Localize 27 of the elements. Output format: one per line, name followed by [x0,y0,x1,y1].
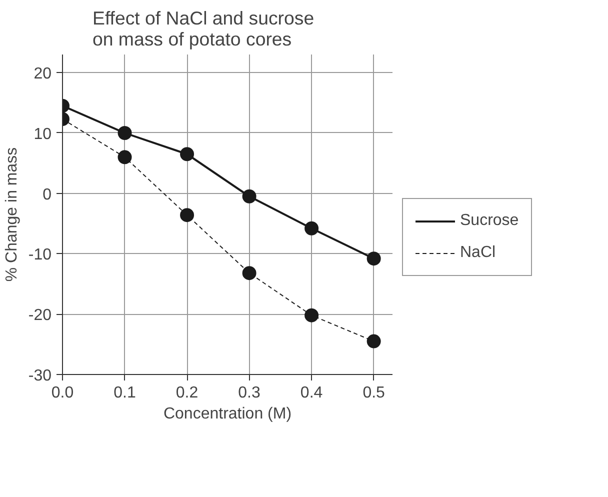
x-tick-label: 0.4 [300,384,323,402]
x-tick-label: 0.3 [238,384,261,402]
y-tick-label: 10 [34,126,52,143]
y-tick-label: -20 [28,307,52,324]
y-axis-title: % Change in mass [3,147,20,282]
point [118,126,132,140]
y-tick-label: 20 [34,66,52,83]
legend-label: NaCl [460,244,496,262]
y-tick-label: -30 [28,368,52,384]
x-tick-label: 0.5 [362,384,386,402]
y-tick-label: -10 [28,246,52,264]
point [366,334,381,348]
point [242,266,256,280]
point [304,221,319,236]
point [180,208,194,222]
point [180,147,194,162]
chart-title: Effect of NaCl and sucrose on mass of potato cores [92,8,314,50]
x-axis-title: Concentration (M) [163,406,292,422]
point [242,189,256,204]
point [366,252,381,266]
x-tick-label: 0.0 [51,384,74,402]
point [118,150,132,164]
y-tick-label: 0 [42,186,52,204]
x-tick-label: 0.1 [114,384,136,402]
x-tick-label: 0.2 [176,384,198,402]
legend-label: Sucrose [460,212,519,230]
point [304,308,319,322]
